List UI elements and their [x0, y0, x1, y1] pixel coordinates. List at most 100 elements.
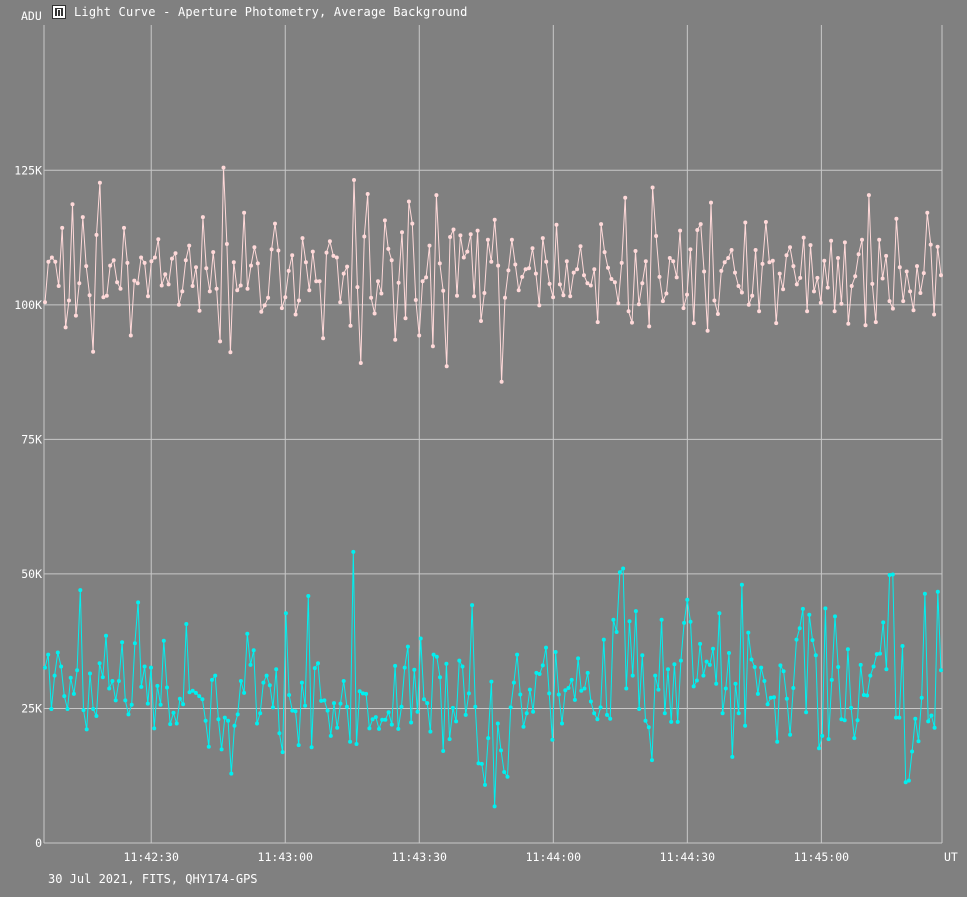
- data-point: [929, 713, 934, 718]
- data-point: [46, 259, 51, 264]
- data-point: [611, 617, 616, 622]
- data-point: [396, 280, 401, 285]
- data-point: [123, 698, 128, 703]
- axes: [43, 25, 943, 844]
- data-point: [759, 665, 764, 670]
- data-point: [235, 288, 240, 293]
- data-point: [719, 268, 724, 273]
- data-point: [602, 250, 607, 255]
- data-point: [393, 663, 398, 668]
- data-point: [588, 283, 593, 288]
- data-point: [53, 259, 58, 264]
- data-point: [550, 737, 555, 742]
- data-point: [354, 742, 359, 746]
- data-point: [277, 731, 282, 736]
- data-point: [369, 295, 374, 300]
- data-point: [430, 344, 435, 349]
- data-point: [662, 711, 667, 716]
- chart-icon[interactable]: [52, 5, 66, 19]
- data-point: [605, 712, 609, 717]
- data-point: [159, 283, 164, 288]
- data-point: [502, 770, 507, 774]
- data-point: [59, 664, 64, 669]
- data-point: [768, 695, 773, 700]
- x-unit-label: UT: [944, 850, 958, 864]
- data-point: [110, 679, 115, 683]
- data-point: [900, 644, 905, 648]
- data-point: [557, 282, 562, 287]
- data-point: [149, 259, 154, 264]
- data-point: [324, 250, 329, 255]
- data-point: [775, 739, 780, 744]
- x-tick-label: 11:42:30: [124, 850, 179, 864]
- data-point: [560, 721, 564, 726]
- data-point: [252, 245, 257, 250]
- data-point: [846, 321, 851, 326]
- data-point: [120, 640, 125, 645]
- data-point: [733, 270, 737, 275]
- axis-labels: 0 25K 50K 75K 100K 125K 11:42:30 11:43:00 11:43:…: [14, 9, 958, 864]
- data-point: [409, 720, 414, 725]
- data-point: [62, 694, 67, 699]
- data-point: [470, 603, 475, 608]
- data-point: [772, 695, 776, 700]
- data-point: [743, 723, 748, 728]
- data-point: [807, 612, 812, 617]
- data-point: [274, 667, 279, 672]
- data-point: [904, 269, 909, 274]
- data-point: [221, 165, 226, 170]
- data-point: [853, 274, 858, 279]
- data-point: [271, 705, 275, 710]
- data-point: [650, 758, 654, 763]
- data-point: [472, 294, 477, 299]
- data-point: [362, 234, 367, 239]
- data-point: [657, 274, 662, 279]
- data-point: [685, 292, 689, 297]
- data-point: [619, 260, 624, 265]
- data-point: [276, 248, 281, 253]
- data-point: [334, 255, 339, 260]
- data-point: [322, 698, 327, 703]
- data-point: [454, 719, 459, 724]
- data-point: [255, 721, 259, 726]
- y-tick-label: 50K: [21, 567, 42, 581]
- data-point: [367, 726, 372, 731]
- data-point: [569, 677, 574, 682]
- data-point: [812, 289, 816, 294]
- data-point: [444, 364, 449, 369]
- data-point: [235, 712, 240, 717]
- data-point: [107, 686, 112, 691]
- data-point: [152, 255, 157, 260]
- data-point: [156, 237, 161, 242]
- data-point: [781, 287, 786, 292]
- data-point: [788, 245, 792, 250]
- data-point: [306, 594, 311, 598]
- data-point: [836, 256, 840, 260]
- data-point: [402, 665, 407, 670]
- data-point: [617, 570, 622, 575]
- data-point: [293, 709, 298, 714]
- data-point: [531, 709, 536, 714]
- data-point: [328, 733, 333, 738]
- data-point: [753, 248, 758, 252]
- data-point: [286, 268, 291, 273]
- data-point: [190, 688, 195, 693]
- data-point: [897, 265, 902, 270]
- data-point: [170, 256, 174, 261]
- data-point: [791, 264, 796, 269]
- data-point: [797, 626, 802, 631]
- data-point: [492, 217, 497, 222]
- data-point: [101, 295, 106, 300]
- data-point: [903, 780, 908, 785]
- data-point: [739, 290, 744, 295]
- data-point: [818, 300, 823, 305]
- data-point: [55, 650, 60, 655]
- data-point: [382, 218, 387, 223]
- data-point: [842, 718, 847, 723]
- data-point: [767, 260, 772, 265]
- data-point: [826, 737, 831, 742]
- data-point: [139, 684, 144, 689]
- data-point: [729, 248, 734, 252]
- data-point: [695, 228, 700, 232]
